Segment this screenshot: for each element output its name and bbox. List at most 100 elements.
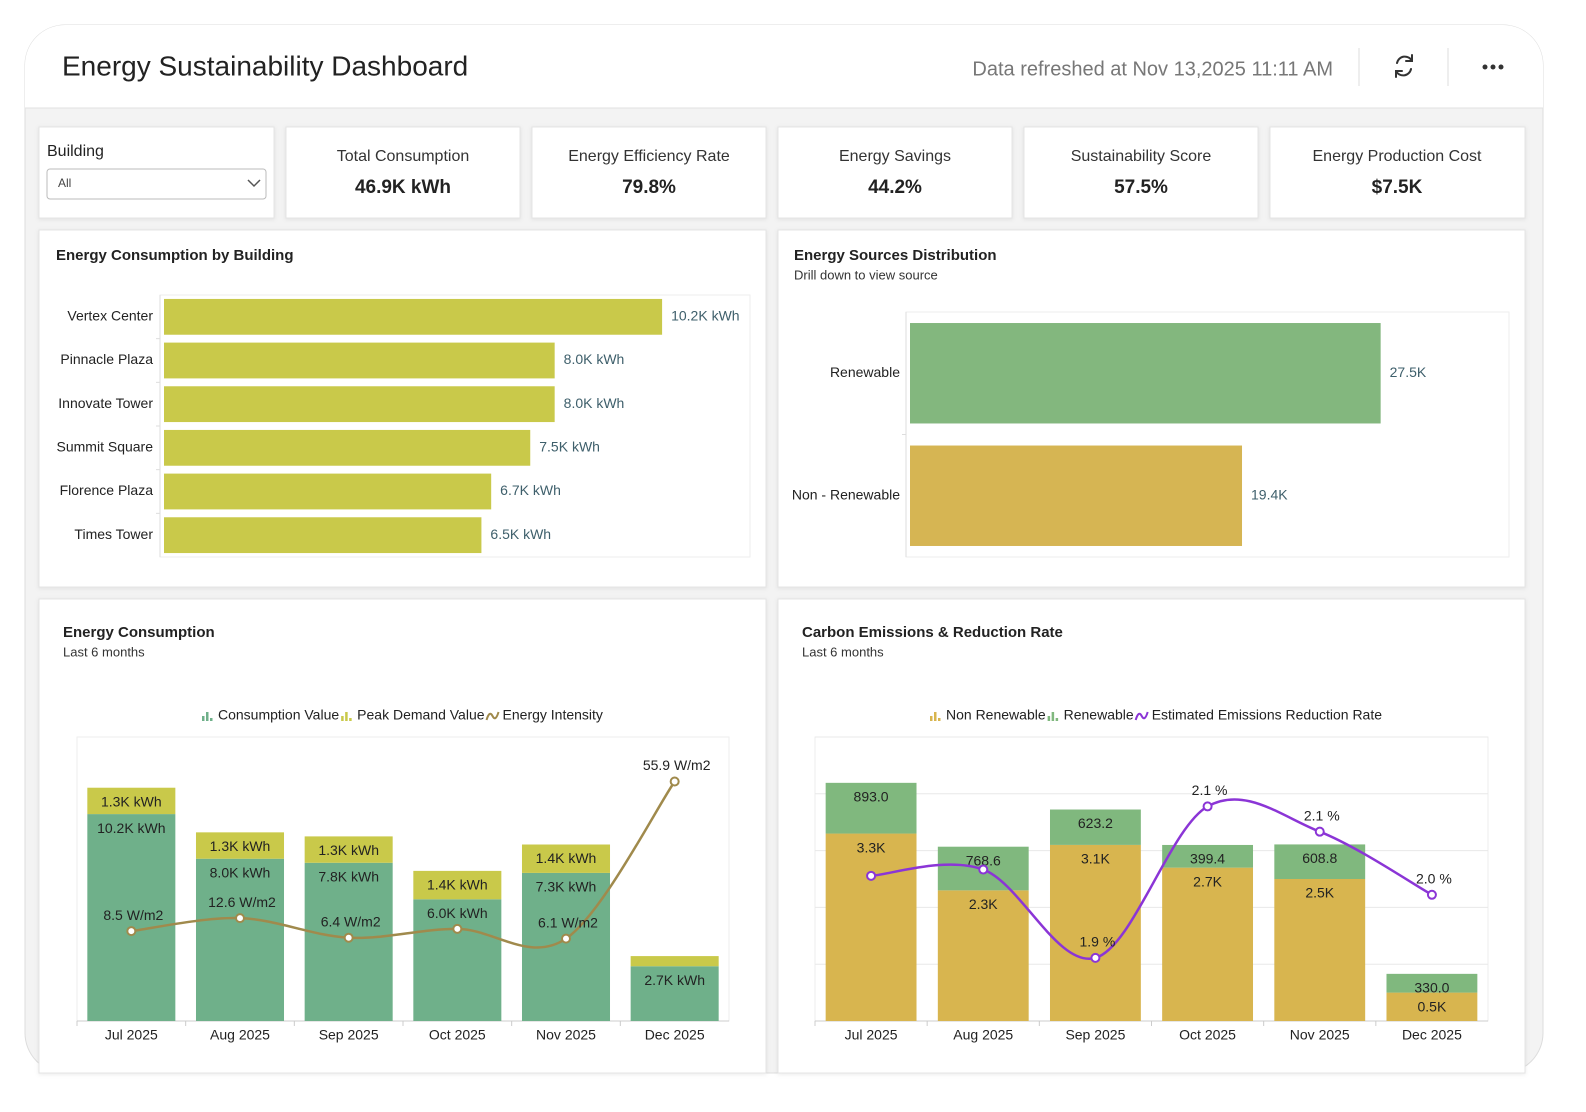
- bar-segment: [630, 956, 719, 967]
- legend-icon: [1047, 716, 1051, 721]
- data-label: 8.0K kWh: [564, 351, 625, 367]
- data-label: 623.2: [1078, 815, 1113, 831]
- kpi-value: 46.9K kWh: [355, 177, 451, 198]
- legend-label: Energy Intensity: [503, 707, 603, 723]
- category-label: Non - Renewable: [792, 486, 900, 502]
- legend-icon: [341, 716, 344, 721]
- legend: Non Renewable Renewable Estimated Emission…: [930, 707, 1382, 723]
- data-label: 2.5K: [1305, 885, 1334, 901]
- line-point: [1090, 952, 1101, 963]
- bar-segment: [521, 844, 611, 873]
- building-select[interactable]: All: [46, 168, 267, 200]
- kpi-value: 57.5%: [1114, 177, 1168, 198]
- bar-segment: [825, 782, 917, 834]
- bar: [164, 429, 531, 466]
- bar-segment: [304, 836, 393, 863]
- line-point: [452, 923, 463, 934]
- category-label: Times Tower: [74, 526, 153, 542]
- line-point: [866, 870, 877, 881]
- line-point: [235, 913, 245, 924]
- data-label: 3.3K: [857, 839, 886, 855]
- category-label: Florence Plaza: [60, 482, 154, 498]
- data-label: 7.8K kWh: [318, 868, 379, 884]
- data-label: 893.0: [854, 789, 889, 805]
- x-tick-label: Jul 2025: [105, 1027, 158, 1043]
- data-label: 6.0K kWh: [427, 905, 488, 921]
- bar-segment: [195, 832, 285, 859]
- more-button[interactable]: [1482, 64, 1504, 70]
- kpi-label: Total Consumption: [337, 148, 470, 165]
- x-tick-label: Jul 2025: [845, 1027, 898, 1043]
- legend-label: Non Renewable: [946, 707, 1046, 723]
- data-label: 27.5K: [1390, 364, 1427, 380]
- data-label: 19.4K: [1251, 486, 1288, 502]
- legend-icon: [345, 712, 348, 721]
- x-tick-label: Aug 2025: [210, 1027, 270, 1043]
- data-label: 2.1 %: [1192, 782, 1228, 798]
- bar-segment: [413, 870, 502, 900]
- data-label: 1.9 %: [1080, 934, 1116, 950]
- legend-icon: [210, 718, 213, 721]
- legend-label: Estimated Emissions Reduction Rate: [1152, 707, 1383, 723]
- data-label: 768.6: [966, 852, 1001, 868]
- bar: [910, 323, 1381, 424]
- category-label: Renewable: [830, 364, 900, 380]
- x-tick-label: Oct 2025: [429, 1027, 486, 1043]
- chart-title: Energy Sources Distribution: [794, 247, 997, 264]
- bar-segment: [1162, 844, 1254, 868]
- kpi-value: $7.5K: [1372, 177, 1423, 198]
- kpi-label: Sustainability Score: [1071, 148, 1212, 165]
- bar: [164, 386, 555, 423]
- dashboard-title: Energy Sustainability Dashboard: [62, 50, 468, 81]
- legend-label: Renewable: [1064, 707, 1134, 723]
- header-bar: [25, 25, 1543, 108]
- data-label: 2.1 %: [1304, 807, 1340, 823]
- data-label: 330.0: [1414, 980, 1449, 996]
- refresh-button[interactable]: [1395, 54, 1413, 78]
- kpi-value: 44.2%: [868, 177, 922, 198]
- data-label: 1.3K kWh: [210, 838, 271, 854]
- bar-segment: [1274, 844, 1366, 879]
- line-point: [669, 776, 680, 787]
- refresh-time: Data refreshed at Nov 13,2025 11:11 AM: [972, 58, 1333, 80]
- chart-subtitle: Drill down to view source: [794, 267, 938, 282]
- legend-icon: [938, 718, 941, 721]
- select-value: All: [58, 176, 71, 190]
- data-label: 8.5 W/m2: [103, 907, 163, 923]
- kpi-card: [1269, 126, 1526, 219]
- data-label: 8.0K kWh: [564, 395, 625, 411]
- legend-icon: [485, 711, 500, 721]
- data-label: 1.4K kWh: [427, 877, 488, 893]
- bar-segment: [1049, 809, 1141, 845]
- x-tick-label: Aug 2025: [953, 1027, 1013, 1043]
- chart-title: Energy Consumption: [63, 624, 215, 641]
- bar: [164, 473, 492, 510]
- data-label: 10.2K kWh: [97, 820, 165, 836]
- x-tick-label: Oct 2025: [1179, 1027, 1236, 1043]
- bar: [164, 517, 482, 554]
- bar: [910, 445, 1243, 546]
- line-point: [978, 864, 989, 875]
- data-label: 2.7K kWh: [644, 972, 705, 988]
- data-label: 55.9 W/m2: [643, 757, 711, 773]
- chart-subtitle: Last 6 months: [802, 644, 884, 659]
- x-tick-label: Dec 2025: [645, 1027, 705, 1043]
- data-label: 3.1K: [1081, 851, 1110, 867]
- bar-segment: [1274, 879, 1366, 1021]
- data-label: 7.3K kWh: [536, 879, 597, 895]
- data-label: 2.3K: [969, 896, 998, 912]
- line-point: [343, 932, 354, 943]
- kpi-label: Energy Savings: [839, 148, 951, 165]
- kpi-card: [285, 126, 521, 219]
- chart-title: Energy Consumption by Building: [56, 247, 294, 264]
- kpi-card: [1023, 126, 1259, 219]
- bar-segment: [413, 899, 502, 1021]
- x-tick-label: Sep 2025: [319, 1027, 379, 1043]
- data-label: 1.3K kWh: [101, 793, 162, 809]
- category-label: Summit Square: [57, 439, 154, 455]
- legend-icon: [930, 716, 933, 721]
- x-tick-label: Nov 2025: [1290, 1027, 1350, 1043]
- data-label: 12.6 W/m2: [208, 894, 276, 910]
- legend-icon: [1134, 711, 1149, 721]
